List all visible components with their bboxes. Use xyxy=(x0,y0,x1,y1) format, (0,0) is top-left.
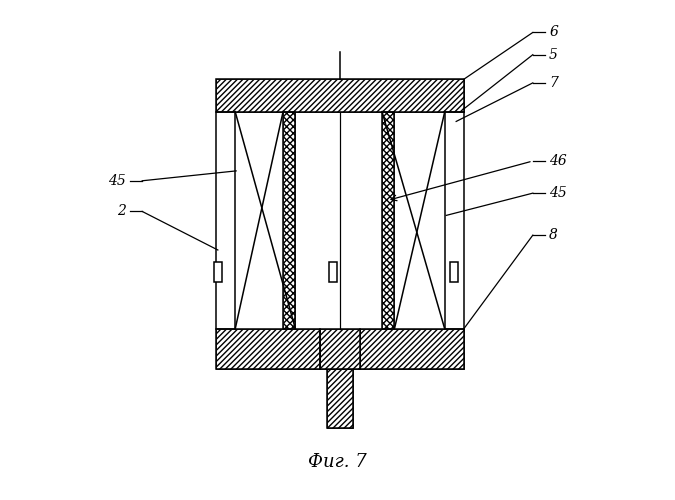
Bar xyxy=(320,329,360,368)
Bar xyxy=(327,368,353,428)
Bar xyxy=(217,112,235,329)
Bar xyxy=(382,112,394,329)
Bar xyxy=(283,112,296,329)
Bar xyxy=(217,80,464,112)
Bar xyxy=(360,329,464,368)
Bar xyxy=(217,80,464,112)
Bar xyxy=(445,112,464,329)
Text: 2: 2 xyxy=(117,204,126,218)
Text: 45: 45 xyxy=(549,186,567,200)
Text: 5: 5 xyxy=(549,48,558,62)
Text: 8: 8 xyxy=(549,228,558,242)
Bar xyxy=(283,112,296,329)
Text: 6: 6 xyxy=(549,26,558,40)
Text: 46: 46 xyxy=(549,154,567,168)
Text: Фиг. 7: Фиг. 7 xyxy=(308,452,367,470)
Text: 45: 45 xyxy=(108,174,126,188)
Bar xyxy=(382,112,394,329)
Text: 7: 7 xyxy=(549,76,558,90)
Bar xyxy=(217,329,320,368)
Bar xyxy=(450,262,458,282)
Bar xyxy=(214,262,222,282)
Bar xyxy=(360,329,464,368)
Bar xyxy=(217,329,320,368)
Bar xyxy=(329,262,337,282)
Bar xyxy=(320,329,360,368)
Bar xyxy=(327,368,353,428)
